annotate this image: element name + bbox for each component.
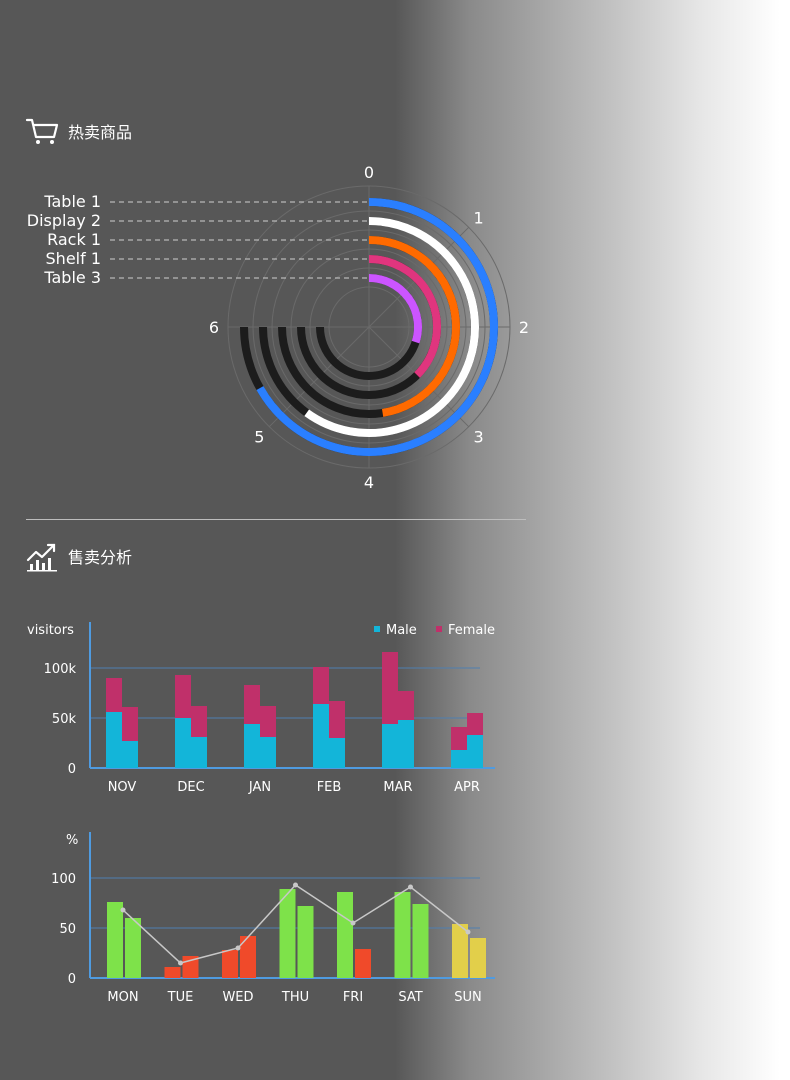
- bar-a: [337, 892, 353, 978]
- bar-male: [244, 724, 260, 768]
- radial-axis-label: 3: [474, 428, 484, 447]
- trend-point: [293, 882, 298, 888]
- bar-male: [175, 718, 191, 768]
- trend-point: [465, 929, 471, 935]
- bar-a: [107, 902, 123, 978]
- bar-male: [106, 712, 122, 768]
- radial-axis-label: 6: [209, 318, 219, 337]
- x-tick-label: FRI: [343, 990, 363, 1005]
- y-tick-label: 50: [59, 922, 76, 937]
- x-tick-label: FEB: [317, 780, 342, 795]
- visitors-bar-chart: 0 50k 100k visitors Male Female NOV DEC JAN FEB MA…: [27, 622, 495, 795]
- trend-point: [408, 884, 413, 890]
- bar-male: [122, 741, 138, 768]
- x-tick-label: MON: [107, 990, 138, 1005]
- x-tick-label: MAR: [383, 780, 412, 795]
- bar-male: [398, 720, 414, 768]
- radial-bar: [368, 274, 422, 344]
- bar-male: [191, 737, 207, 768]
- legend-label-female: Female: [448, 623, 495, 638]
- trend-point: [178, 960, 183, 966]
- x-tick-label: TUE: [167, 990, 194, 1005]
- trend-point: [235, 945, 241, 951]
- bar-a: [279, 889, 296, 978]
- bar-male: [467, 735, 483, 768]
- bar-b: [240, 936, 256, 978]
- radial-category-label: Shelf 1: [46, 249, 101, 268]
- x-tick-label: WED: [222, 990, 253, 1005]
- radial-category-label: Display 2: [27, 211, 101, 230]
- bar-female: [191, 706, 207, 737]
- hot-products-header: 热卖商品: [24, 113, 132, 149]
- bar-female: [382, 652, 398, 724]
- bar-male: [382, 724, 398, 768]
- radial-bar: [256, 198, 498, 456]
- x-tick-label: DEC: [177, 780, 204, 795]
- bar-female: [467, 713, 483, 735]
- bar-male: [451, 750, 467, 768]
- bar-male: [329, 738, 345, 768]
- radial-bar: [304, 217, 479, 437]
- bar-female: [122, 707, 138, 741]
- bar-female: [451, 727, 467, 750]
- x-tick-label: APR: [454, 780, 480, 795]
- y-tick-label: 100: [51, 872, 76, 887]
- y-tick-label: 0: [68, 762, 76, 777]
- bar-b: [470, 938, 486, 978]
- bar-b: [412, 904, 429, 978]
- bar-female: [260, 706, 276, 737]
- bar-female: [398, 691, 414, 720]
- trend-point: [350, 920, 356, 926]
- x-tick-label: NOV: [108, 780, 137, 795]
- radial-axis-label: 4: [364, 473, 374, 492]
- hot-products-title: 热卖商品: [68, 123, 133, 142]
- radial-axis-label: 1: [474, 208, 484, 227]
- y-axis-label: %: [66, 833, 78, 848]
- bar-a: [222, 950, 238, 978]
- legend-swatch-female: [436, 626, 442, 632]
- radial-category-label: Table 3: [43, 268, 101, 287]
- x-tick-label: SAT: [398, 990, 422, 1005]
- x-tick-label: JAN: [248, 780, 271, 795]
- bar-female: [313, 667, 329, 704]
- radial-axis-label: 0: [364, 163, 374, 182]
- bar-female: [106, 678, 122, 712]
- radial-category-label: Table 1: [43, 192, 101, 211]
- bar-b: [297, 906, 314, 978]
- radial-axis-label: 2: [519, 318, 529, 337]
- y-tick-label: 100k: [44, 662, 77, 677]
- bar-male: [260, 737, 276, 768]
- bar-female: [329, 701, 345, 738]
- radial-bar: [368, 236, 460, 417]
- radial-bar: [368, 255, 441, 378]
- bar-a: [394, 892, 411, 978]
- section-divider: [26, 519, 526, 520]
- radial-axis-label: 5: [254, 428, 264, 447]
- bar-female: [244, 685, 260, 724]
- y-tick-label: 0: [68, 972, 76, 987]
- trend-point: [120, 907, 126, 913]
- bar-b: [355, 949, 371, 978]
- shopping-cart-icon: [24, 113, 60, 149]
- bar-a: [164, 967, 181, 978]
- y-axis-label: visitors: [27, 623, 74, 638]
- weekly-percent-chart: 0 50 100% MON TUE WED THU FRI SAT SUN: [51, 832, 495, 1005]
- trending-chart-icon: [24, 538, 60, 574]
- sales-analysis-header: 售卖分析: [24, 538, 132, 574]
- sales-analysis-title: 售卖分析: [68, 548, 133, 567]
- bar-a: [452, 924, 468, 978]
- radial-category-label: Rack 1: [47, 230, 101, 249]
- bar-female: [175, 675, 191, 718]
- bar-male: [313, 704, 329, 768]
- y-tick-label: 50k: [52, 712, 77, 727]
- legend-swatch-male: [374, 626, 380, 632]
- bar-b: [125, 918, 141, 978]
- legend-label-male: Male: [386, 623, 417, 638]
- x-tick-label: THU: [281, 990, 309, 1005]
- x-tick-label: SUN: [454, 990, 482, 1005]
